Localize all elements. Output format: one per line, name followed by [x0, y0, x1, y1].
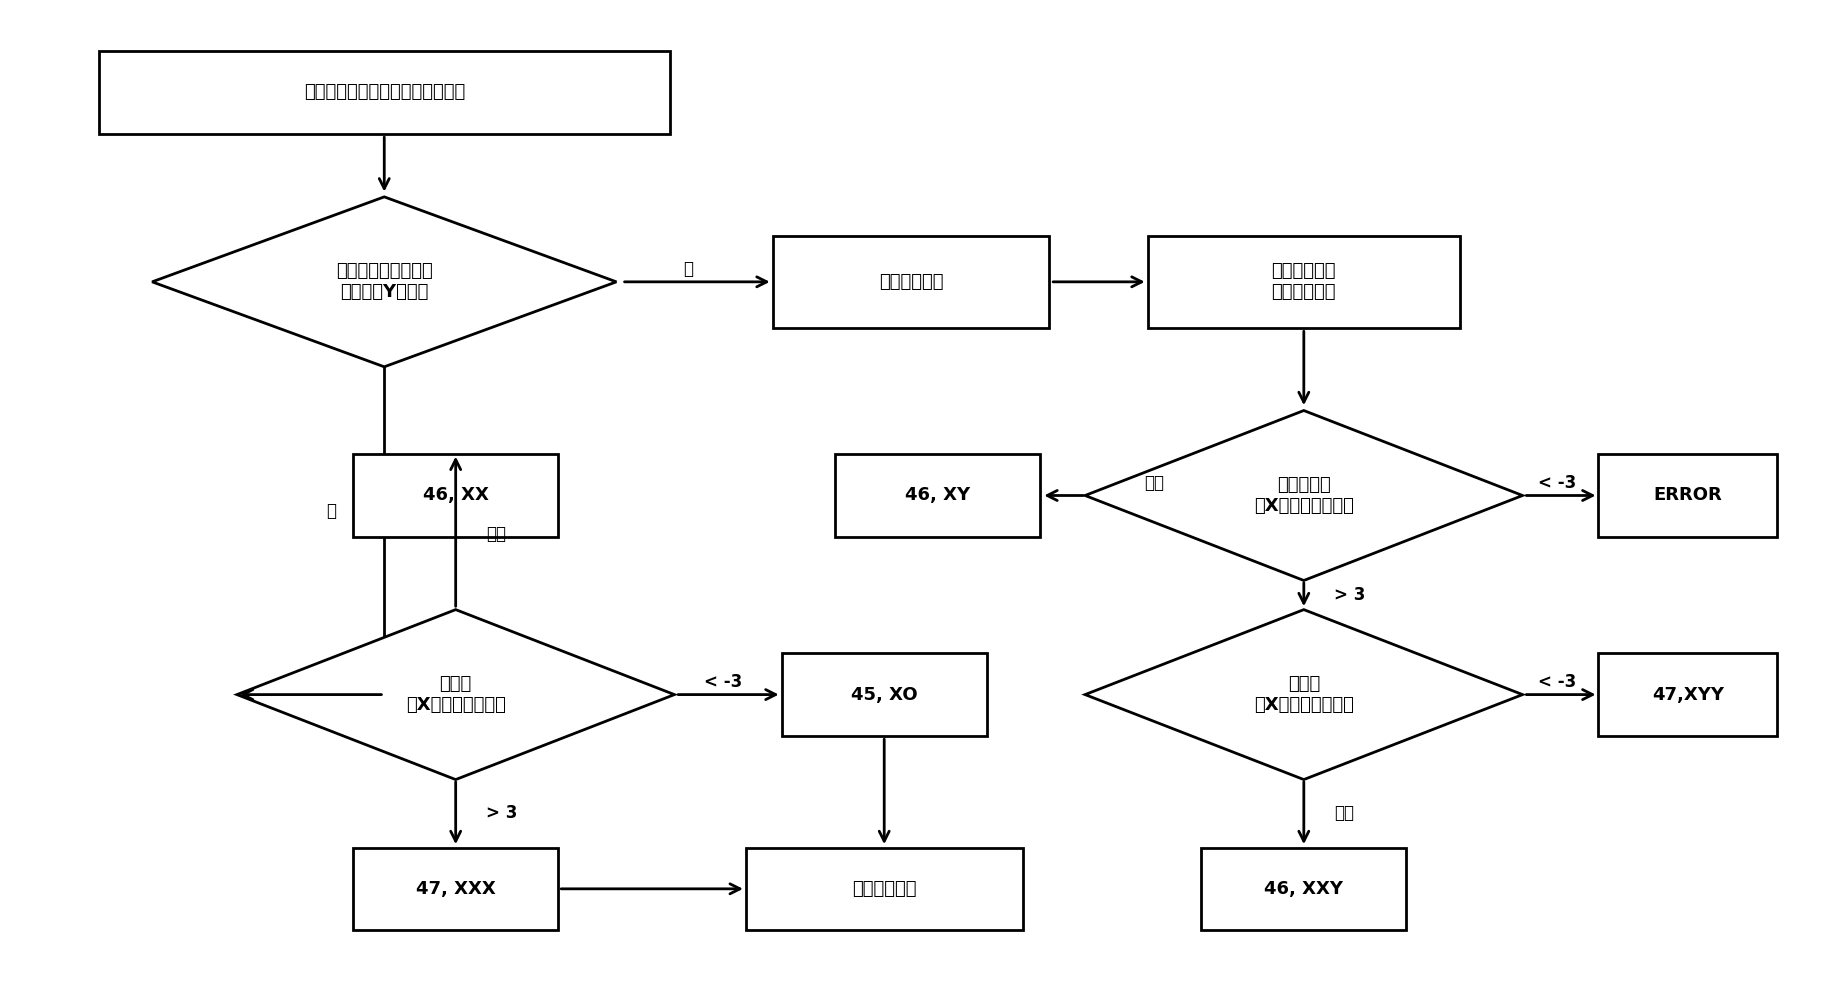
- Text: 计算胎儿浓度: 计算胎儿浓度: [878, 273, 944, 290]
- Bar: [773, 236, 1049, 328]
- Bar: [1201, 847, 1407, 931]
- Polygon shape: [1086, 609, 1523, 780]
- Text: 46, XX: 46, XX: [423, 487, 488, 504]
- Text: 47, XXX: 47, XXX: [415, 880, 496, 898]
- Text: 以女胎
对X染色体进行检验: 以女胎 对X染色体进行检验: [1254, 675, 1354, 714]
- Text: 否: 否: [326, 502, 335, 520]
- Bar: [1598, 653, 1776, 736]
- Text: 45, XO: 45, XO: [851, 686, 918, 704]
- Text: 以模拟男胎
对X染色体进行检验: 以模拟男胎 对X染色体进行检验: [1254, 476, 1354, 515]
- Text: > 3: > 3: [1334, 586, 1365, 604]
- Bar: [353, 847, 558, 931]
- Polygon shape: [1086, 410, 1523, 581]
- Bar: [782, 653, 988, 736]
- Text: ERROR: ERROR: [1653, 487, 1722, 504]
- Bar: [745, 847, 1022, 931]
- Text: 其他: 其他: [1334, 804, 1354, 823]
- Text: 计算样本中各染色体的相对百分比: 计算样本中各染色体的相对百分比: [304, 83, 465, 101]
- Text: 是: 是: [683, 261, 692, 278]
- Text: 其他: 其他: [1144, 474, 1164, 492]
- Bar: [98, 52, 670, 134]
- Text: < -3: < -3: [1538, 673, 1576, 691]
- Bar: [834, 454, 1040, 537]
- Bar: [1148, 236, 1459, 328]
- Text: 46, XY: 46, XY: [906, 487, 971, 504]
- Text: 计算胎儿浓度: 计算胎儿浓度: [853, 880, 916, 898]
- Polygon shape: [151, 197, 616, 367]
- Bar: [1598, 454, 1776, 537]
- Text: < -3: < -3: [1538, 474, 1576, 492]
- Text: 检验待测样本中胎儿
是否含有Y染色体: 检验待测样本中胎儿 是否含有Y染色体: [335, 263, 432, 301]
- Text: > 3: > 3: [486, 804, 517, 823]
- Text: < -3: < -3: [705, 673, 743, 691]
- Text: 以女胎
对X染色体进行检验: 以女胎 对X染色体进行检验: [406, 675, 507, 714]
- Text: 模拟相应男胎
的对照数据集: 模拟相应男胎 的对照数据集: [1272, 263, 1336, 301]
- Bar: [353, 454, 558, 537]
- Text: 46, XXY: 46, XXY: [1264, 880, 1343, 898]
- Text: 47,XYY: 47,XYY: [1653, 686, 1724, 704]
- Text: 其他: 其他: [486, 525, 507, 543]
- Polygon shape: [237, 609, 674, 780]
